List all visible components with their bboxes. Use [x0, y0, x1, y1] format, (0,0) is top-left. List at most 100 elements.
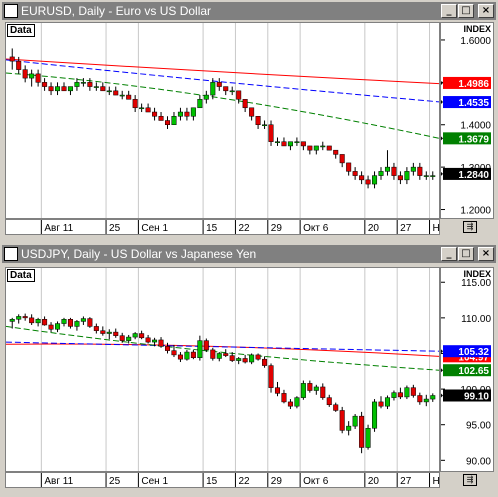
price-tag-label: 1.2840 [458, 170, 489, 181]
price-tag [443, 76, 491, 89]
candle-body [158, 339, 164, 347]
candle-body [372, 175, 378, 185]
x-tick-label: 22 [238, 476, 250, 487]
close-button[interactable]: × [478, 4, 494, 18]
usdjpy-title-bar[interactable]: USDJPY, Daily - US Dollar vs Japanese Ye… [2, 245, 496, 263]
usdjpy-price-plot[interactable] [5, 267, 440, 472]
candle-body [61, 319, 67, 324]
candle-body [61, 86, 67, 92]
price-tag-label: 104.97 [458, 352, 489, 363]
candle-body [106, 331, 112, 334]
candle-body [119, 94, 125, 97]
y-tick-label: 1.6000 [460, 36, 491, 47]
candle-body [171, 350, 177, 356]
candle-body [378, 401, 384, 407]
y-tick-label: 115.00 [461, 278, 491, 289]
candle-body [339, 410, 345, 431]
price-tag [443, 389, 491, 402]
candle-body [372, 401, 378, 429]
candle-body [313, 386, 319, 391]
candle-body [236, 358, 242, 361]
candle-body [93, 326, 99, 331]
minimize-button[interactable]: _ [441, 4, 457, 18]
candle-body [281, 393, 287, 403]
candle-body [190, 107, 196, 117]
eurusd-title-bar[interactable]: EURUSD, Daily - Euro vs US Dollar _ □ × [2, 2, 496, 20]
candle-body [93, 86, 99, 88]
candle-body [87, 318, 93, 327]
candle-body [391, 166, 397, 176]
candle-body [384, 166, 390, 172]
price-tag [443, 345, 491, 358]
x-tick-label: 20 [368, 223, 380, 234]
candle-body [287, 401, 293, 407]
candle-body [22, 316, 28, 319]
candle-body [216, 353, 222, 359]
candle-body [100, 330, 106, 334]
maximize-button[interactable]: □ [458, 4, 474, 18]
x-tick-label: Авг 11 [44, 223, 73, 234]
price-pointer [441, 80, 443, 85]
ma-red-line [6, 58, 439, 85]
close-button[interactable]: × [478, 247, 494, 261]
candle-body [236, 90, 242, 100]
minimize-button[interactable]: _ [441, 247, 457, 261]
candle-body [203, 94, 209, 100]
x-tick-label: Ноя 3 [433, 223, 440, 234]
candle-body [22, 69, 28, 79]
candle-body [391, 392, 397, 398]
eurusd-price-plot[interactable] [5, 22, 440, 219]
x-tick-label: 29 [271, 223, 283, 234]
candle-body [203, 340, 209, 351]
price-tag-label: 105.32 [458, 347, 489, 358]
eurusd-time-axis: Авг 11 25 Сен 1 15 22 29 Окт 6 20 27 Ноя 3 [5, 219, 440, 235]
candle-body [29, 73, 35, 79]
data-label: Data [7, 269, 35, 282]
candle-body [42, 82, 48, 87]
candle-body [87, 82, 93, 87]
candle-body [145, 337, 151, 343]
x-tick-label: 22 [238, 223, 250, 234]
y-tick-label: 110.00 [461, 314, 491, 325]
candle-body [42, 319, 48, 326]
scroll-to-end-button[interactable]: ⇶ [463, 221, 477, 233]
candle-body [274, 387, 281, 394]
candle-body [410, 166, 416, 172]
price-pointer [441, 349, 443, 354]
ma-blue-line [6, 341, 439, 352]
y-tick-label: 90.00 [466, 456, 491, 467]
candle-body [268, 124, 274, 142]
y-tick-label: 1.4000 [460, 121, 491, 132]
candle-body [300, 383, 306, 398]
price-pointer [441, 393, 443, 398]
x-tick-label: 25 [109, 476, 121, 487]
candle-body [216, 82, 222, 87]
candle-body [55, 323, 61, 330]
candle-body [242, 99, 248, 109]
usdjpy-price-axis: 115.00110.00105.00100.0095.0090.00INDEX1… [440, 267, 494, 472]
candle-body [223, 86, 229, 92]
eurusd-price-axis: 1.60001.50001.40001.30001.2000INDEX1.498… [440, 22, 494, 219]
candle-body [113, 331, 119, 336]
maximize-button[interactable]: □ [458, 247, 474, 261]
candle-body [255, 116, 261, 125]
candle-body [80, 318, 86, 322]
candle-body [229, 355, 235, 361]
ma-green-line [6, 72, 439, 139]
candle-body [378, 171, 384, 176]
price-tag [443, 96, 491, 109]
candle-body [346, 162, 352, 172]
candle-body [339, 154, 345, 164]
candle-body [177, 111, 183, 117]
candle-body [365, 428, 371, 448]
price-tag [443, 364, 491, 377]
candle-body [262, 124, 268, 126]
candle-body [300, 141, 306, 147]
price-pointer [441, 100, 443, 105]
scroll-to-end-button[interactable]: ⇶ [463, 474, 477, 486]
candle-body [404, 171, 410, 181]
candle-body [397, 392, 403, 398]
candle-body [423, 398, 429, 403]
price-tag [443, 167, 491, 180]
candle-body [346, 425, 352, 431]
